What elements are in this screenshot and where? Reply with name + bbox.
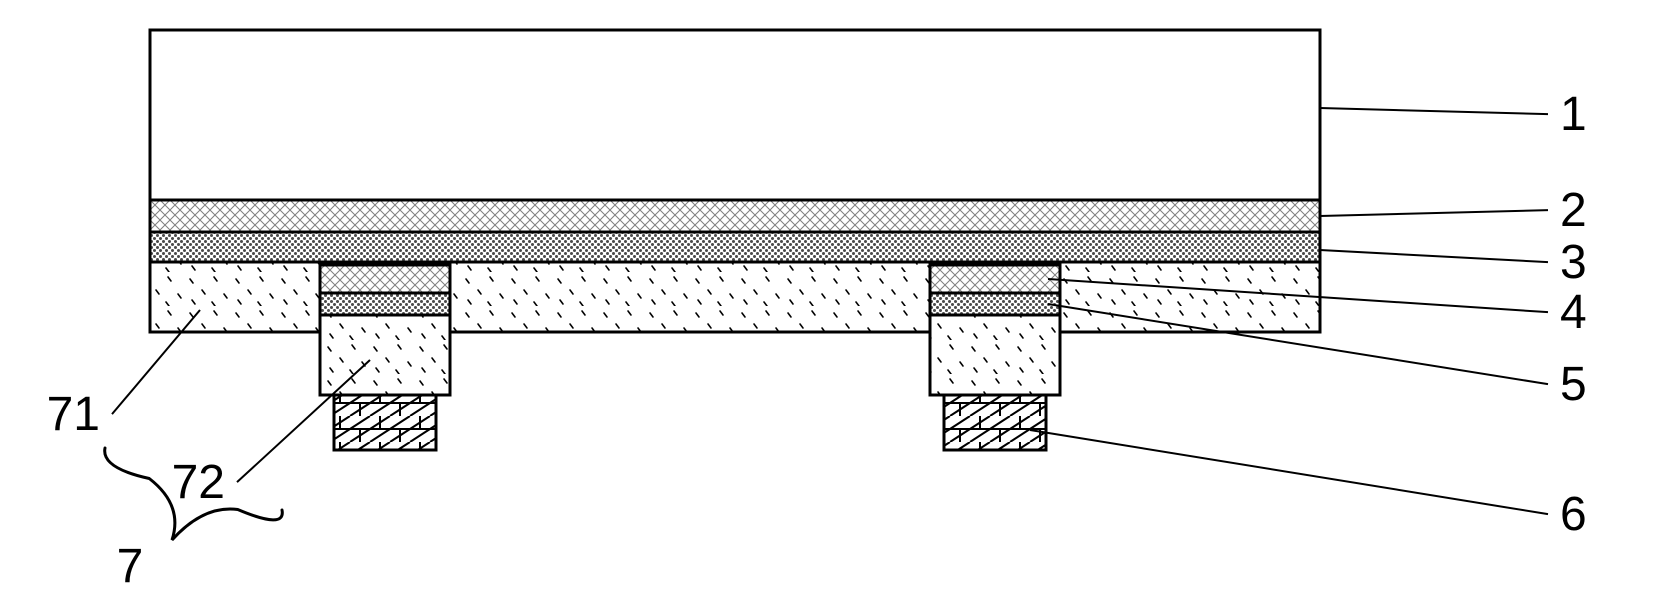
callout-3-leader [1320,250,1548,262]
callout-4-label: 4 [1560,286,1587,339]
callout-1-label: 1 [1560,88,1587,141]
layer-1-substrate [150,30,1320,200]
callout-2-label: 2 [1560,184,1587,237]
layer-4-col2 [930,265,1060,293]
callout-7-label: 7 [117,540,144,593]
layer-6-col1 [334,395,436,450]
callout-71-label: 71 [47,388,100,441]
layer-cross-section-diagram: 1 234 5 6 71 72 7 [0,0,1670,595]
layer-2-crosshatch [150,200,1320,232]
layer-6-col2 [944,395,1046,450]
callout-3-label: 3 [1560,236,1587,289]
callout-2-leader [1320,210,1548,216]
layer-4-col1 [320,265,450,293]
callout-5-label: 5 [1560,358,1587,411]
layer-72-col2 [930,315,1060,395]
callout-6-label: 6 [1560,488,1587,541]
callout-72-label: 72 [172,456,225,509]
layer-5-col1 [320,293,450,315]
layer-5-col2 [930,293,1060,315]
callout-1-leader [1320,108,1548,114]
layer-72-col1 [320,315,450,395]
callout-6-leader [1030,430,1548,514]
layer-3-dense-dots [150,232,1320,262]
